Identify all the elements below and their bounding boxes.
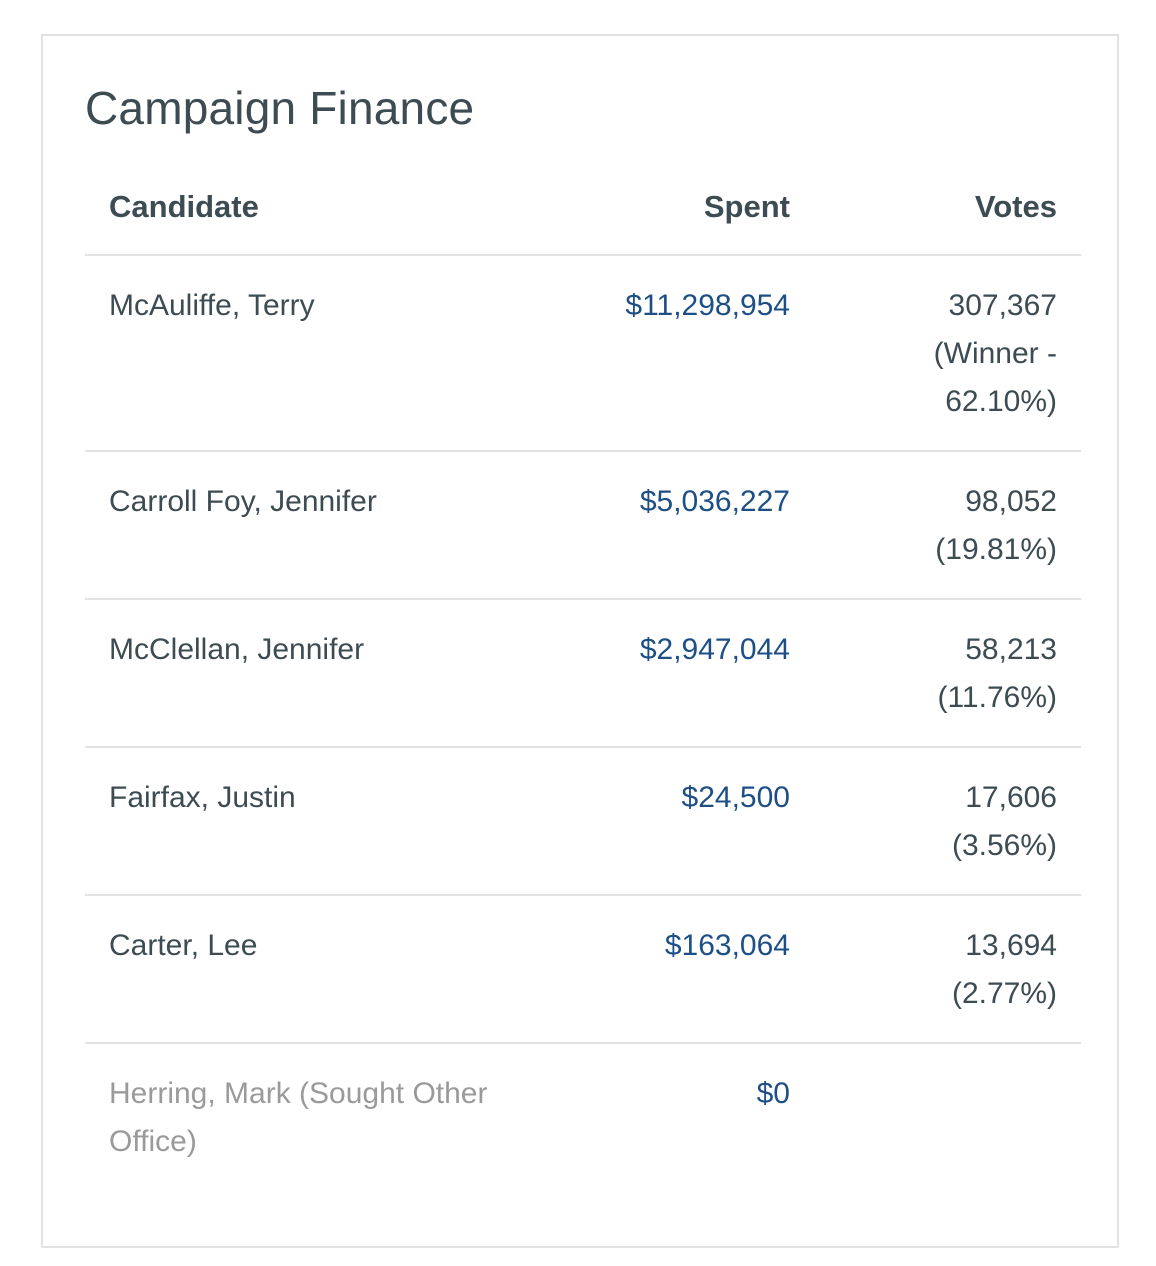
candidate-name: McAuliffe, Terry xyxy=(85,255,555,452)
votes-count: 98,052 xyxy=(965,485,1057,518)
spent-link[interactable]: $11,298,954 xyxy=(625,289,790,322)
table-row: Carroll Foy, Jennifer $5,036,227 98,052 … xyxy=(85,451,1081,600)
table-header-row: Candidate Spent Votes xyxy=(85,176,1081,256)
candidate-name: Herring, Mark (Sought Other Office) xyxy=(109,1077,488,1158)
candidate-name: Carter, Lee xyxy=(85,895,555,1044)
candidate-name: Carroll Foy, Jennifer xyxy=(85,451,555,600)
votes-count: 13,694 xyxy=(965,929,1057,962)
spent-cell: $5,036,227 xyxy=(555,451,814,600)
column-header-votes: Votes xyxy=(814,176,1081,256)
column-header-spent: Spent xyxy=(555,176,814,256)
spent-cell: $163,064 xyxy=(555,895,814,1044)
campaign-finance-table: Candidate Spent Votes McAuliffe, Terry $… xyxy=(85,176,1081,1190)
spent-link[interactable]: $0 xyxy=(756,1077,790,1110)
votes-cell xyxy=(814,1043,1081,1190)
card-title: Campaign Finance xyxy=(85,82,475,134)
votes-percent: (2.77%) xyxy=(951,977,1057,1010)
votes-cell: 98,052 (19.81%) xyxy=(814,451,1081,600)
spent-cell: $11,298,954 xyxy=(555,255,814,452)
spent-link[interactable]: $24,500 xyxy=(681,781,790,814)
table-row: Herring, Mark (Sought Other Office) $0 xyxy=(85,1043,1081,1190)
spent-cell: $0 xyxy=(555,1043,814,1190)
votes-percent: (Winner - 62.10%) xyxy=(933,337,1057,418)
column-header-candidate: Candidate xyxy=(85,176,555,256)
table-row: Fairfax, Justin $24,500 17,606 (3.56%) xyxy=(85,747,1081,896)
votes-percent: (3.56%) xyxy=(951,829,1057,862)
votes-cell: 307,367 (Winner - 62.10%) xyxy=(814,255,1081,452)
table-row: McClellan, Jennifer $2,947,044 58,213 (1… xyxy=(85,599,1081,748)
candidate-name: McClellan, Jennifer xyxy=(85,599,555,748)
votes-cell: 17,606 (3.56%) xyxy=(814,747,1081,896)
spent-link[interactable]: $2,947,044 xyxy=(639,633,790,666)
spent-link[interactable]: $5,036,227 xyxy=(639,485,790,518)
spent-link[interactable]: $163,064 xyxy=(664,929,790,962)
table-row: Carter, Lee $163,064 13,694 (2.77%) xyxy=(85,895,1081,1044)
spent-cell: $2,947,044 xyxy=(555,599,814,748)
table-row: McAuliffe, Terry $11,298,954 307,367 (Wi… xyxy=(85,255,1081,452)
votes-cell: 58,213 (11.76%) xyxy=(814,599,1081,748)
campaign-finance-card: Campaign Finance Candidate Spent Votes M… xyxy=(41,34,1119,1248)
votes-count: 307,367 xyxy=(948,289,1057,322)
votes-percent: (11.76%) xyxy=(937,681,1057,714)
spent-cell: $24,500 xyxy=(555,747,814,896)
votes-count: 17,606 xyxy=(965,781,1057,814)
votes-percent: (19.81%) xyxy=(935,533,1057,566)
candidate-name: Fairfax, Justin xyxy=(85,747,555,896)
votes-cell: 13,694 (2.77%) xyxy=(814,895,1081,1044)
votes-count: 58,213 xyxy=(965,633,1057,666)
